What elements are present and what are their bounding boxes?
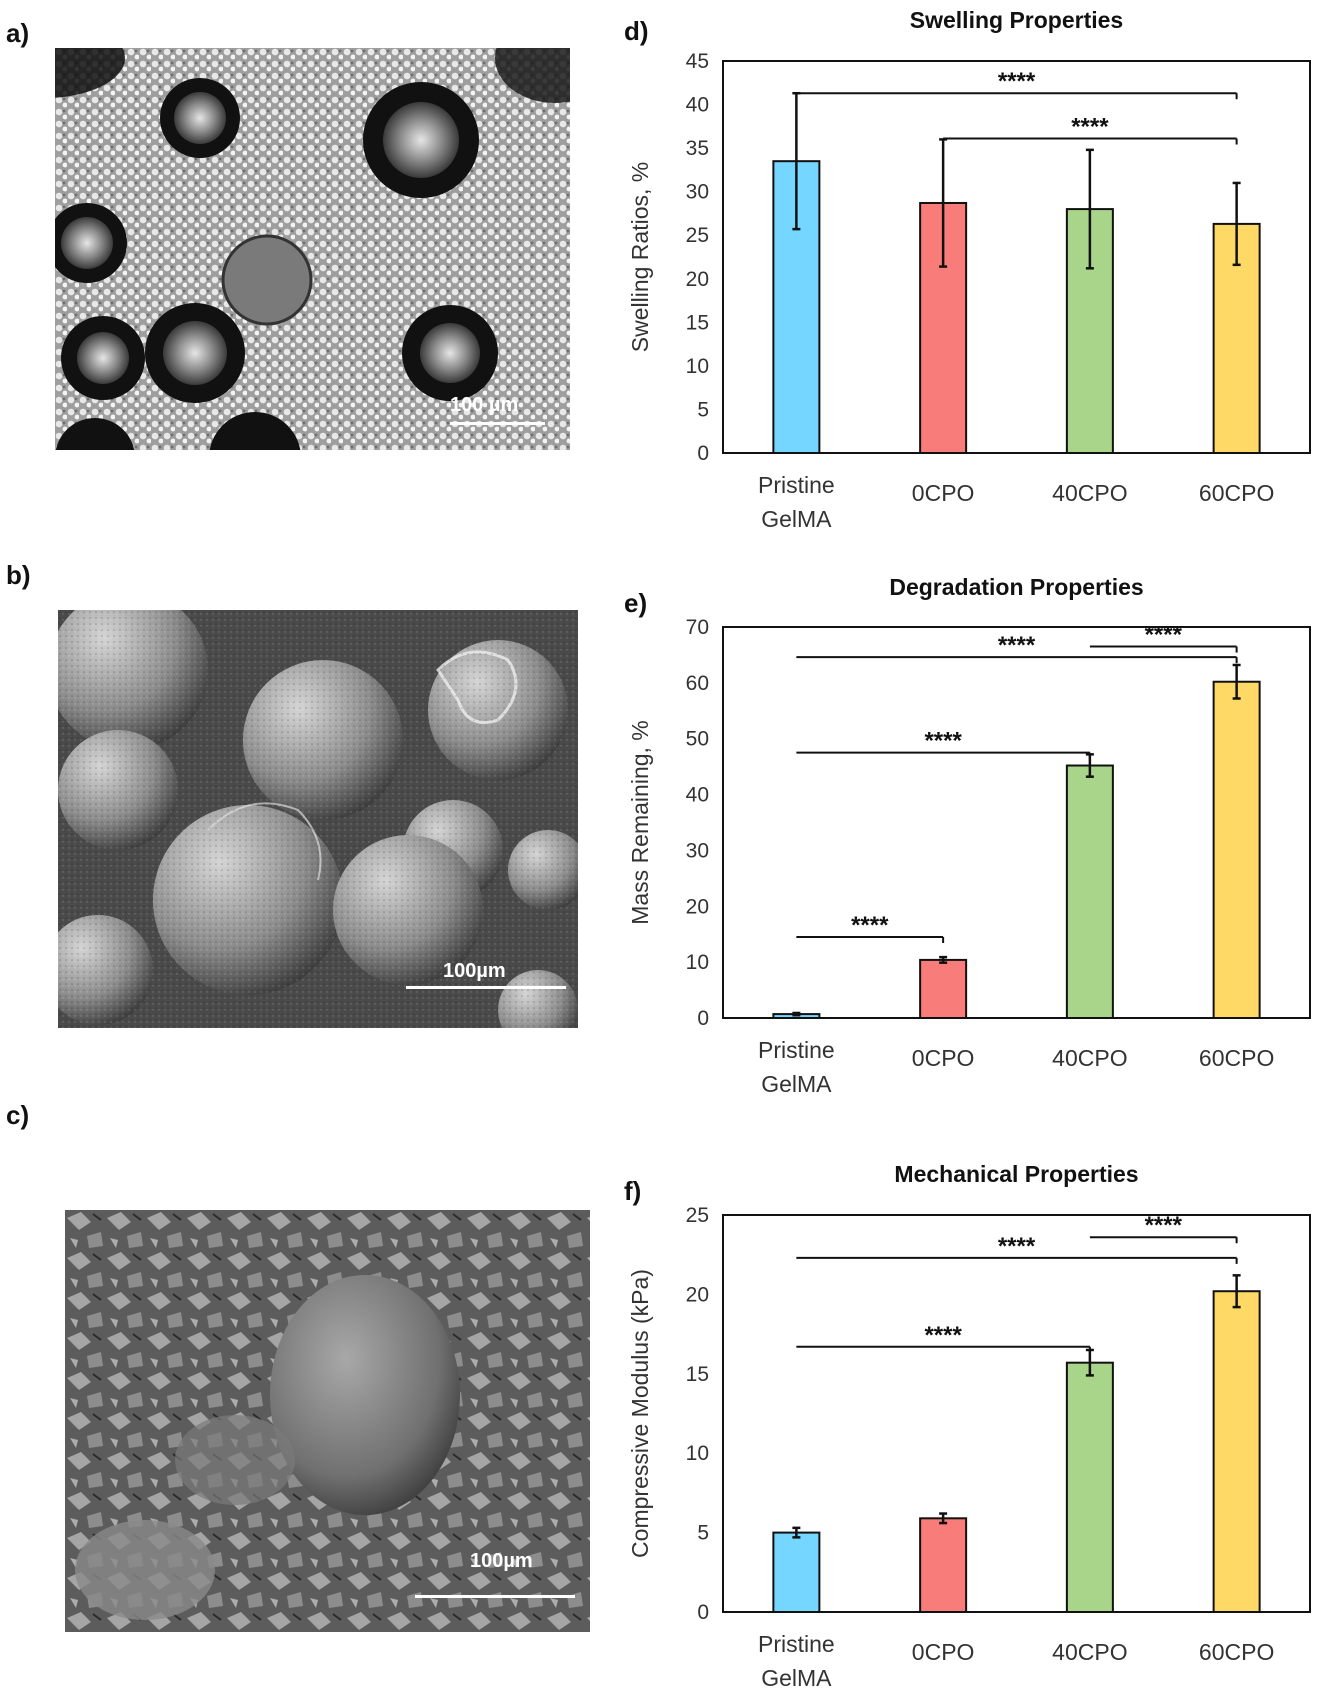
y-tick-label-e: 20 (686, 895, 709, 918)
x-tick-label-e: 40CPO (1052, 1045, 1127, 1071)
y-tick-label-d: 10 (686, 355, 709, 378)
x-tick-label-e: 60CPO (1199, 1045, 1274, 1071)
y-tick-label-d: 25 (686, 224, 709, 247)
y-tick-label-f: 20 (686, 1283, 709, 1306)
scale-label-b: 100µm (443, 960, 506, 982)
plot-frame-d (722, 60, 1311, 454)
scale-label-a: 100 µm (450, 394, 519, 416)
y-tick-label-d: 35 (686, 137, 709, 160)
x-tick-label-f: 60CPO (1199, 1639, 1274, 1665)
y-tick-label-e: 40 (686, 784, 709, 807)
x-tick-label-d: GelMA (761, 506, 832, 532)
panel-label-e: e) (624, 588, 647, 618)
significance-label-e-2: **** (998, 632, 1036, 659)
micrograph-b-image (58, 610, 578, 1028)
y-tick-label-e: 30 (686, 839, 709, 862)
y-tick-label-f: 25 (686, 1204, 709, 1227)
scale-label-c: 100µm (470, 1550, 533, 1572)
x-tick-label-e: Pristine (758, 1037, 835, 1063)
significance-label-f-0: **** (924, 1322, 962, 1349)
x-tick-label-e: 0CPO (912, 1045, 975, 1071)
micrograph-c: 100µm (65, 1210, 590, 1632)
micrograph-a: 100 µm (55, 48, 570, 450)
y-tick-label-e: 10 (686, 951, 709, 974)
chart-title-f: Mechanical Properties (894, 1161, 1138, 1187)
panel-label-d: d) (624, 16, 649, 46)
significance-label-e-3: **** (1145, 622, 1183, 649)
y-axis-label-e: Mass Remaining, % (627, 720, 653, 925)
bar-e-3 (1212, 680, 1261, 1019)
y-tick-label-f: 5 (697, 1522, 709, 1545)
y-tick-label-d: 5 (697, 398, 709, 421)
x-tick-label-d: Pristine (758, 472, 835, 498)
y-tick-label-f: 15 (686, 1363, 709, 1386)
y-tick-label-e: 50 (686, 728, 709, 751)
significance-label-f-1: **** (998, 1233, 1036, 1260)
x-tick-label-f: 0CPO (912, 1639, 975, 1665)
x-tick-label-d: 0CPO (912, 480, 975, 506)
x-tick-label-e: GelMA (761, 1071, 832, 1097)
y-tick-label-f: 10 (686, 1442, 709, 1465)
y-tick-label-e: 0 (697, 1007, 709, 1030)
y-tick-label-e: 70 (686, 616, 709, 639)
chart-title-d: Swelling Properties (910, 7, 1123, 33)
y-tick-label-e: 60 (686, 672, 709, 695)
micrograph-c-image (65, 1210, 590, 1632)
y-tick-label-d: 45 (686, 50, 709, 73)
y-tick-label-d: 15 (686, 311, 709, 334)
bar-f-1 (919, 1517, 968, 1613)
bar-f-3 (1212, 1290, 1261, 1613)
x-tick-label-f: GelMA (761, 1665, 832, 1691)
bar-e-2 (1065, 764, 1114, 1019)
y-tick-label-f: 0 (697, 1601, 709, 1624)
y-tick-label-d: 20 (686, 268, 709, 291)
significance-label-d-1: **** (1071, 114, 1109, 141)
significance-label-e-0: **** (851, 912, 889, 939)
y-tick-label-d: 0 (697, 442, 709, 465)
bar-f-0 (772, 1531, 821, 1613)
scale-bar-a (450, 422, 545, 425)
panel-label-a: a) (6, 18, 30, 48)
panel-label-c: c) (6, 1100, 30, 1130)
significance-label-f-2: **** (1145, 1212, 1183, 1239)
x-tick-label-d: 40CPO (1052, 480, 1127, 506)
panel-label-f: f) (624, 1176, 641, 1206)
significance-label-e-1: **** (924, 728, 962, 755)
y-axis-label-f: Compressive Modulus (kPa) (627, 1269, 653, 1558)
scale-bar-c (415, 1595, 575, 1598)
bar-e-1 (919, 958, 968, 1019)
x-tick-label-f: Pristine (758, 1631, 835, 1657)
x-tick-label-f: 40CPO (1052, 1639, 1127, 1665)
micrograph-a-image (55, 48, 570, 450)
y-tick-label-d: 30 (686, 181, 709, 204)
beads (55, 78, 498, 450)
x-tick-label-d: 60CPO (1199, 480, 1274, 506)
micrograph-b: 100µm (58, 610, 578, 1028)
scale-bar-b (406, 986, 566, 989)
plot-frame-f (722, 1214, 1311, 1613)
chart-title-e: Degradation Properties (889, 574, 1143, 600)
plot-frame-e (722, 626, 1311, 1019)
panel-label-b: b) (6, 560, 31, 590)
significance-label-d-0: **** (998, 68, 1036, 95)
bar-f-2 (1065, 1361, 1114, 1613)
y-tick-label-d: 40 (686, 94, 709, 117)
charts-area: d) Swelling Properties 0 5 10 15 20 25 30 35 40 45 S… (624, 7, 1311, 1691)
y-axis-label-d: Swelling Ratios, % (627, 162, 653, 352)
